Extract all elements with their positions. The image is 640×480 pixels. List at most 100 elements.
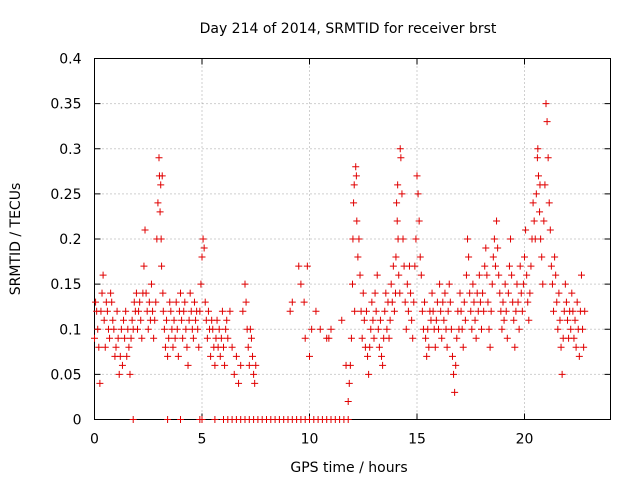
data-point bbox=[408, 316, 416, 324]
data-point bbox=[345, 379, 353, 387]
x-tick-label: 0 bbox=[90, 432, 99, 448]
data-point bbox=[558, 370, 566, 378]
data-point bbox=[401, 298, 409, 306]
data-point bbox=[540, 217, 548, 225]
data-point bbox=[514, 298, 522, 306]
data-point bbox=[362, 307, 370, 315]
data-point bbox=[301, 334, 309, 342]
data-point bbox=[165, 334, 173, 342]
data-point bbox=[541, 181, 549, 189]
data-point bbox=[122, 307, 130, 315]
data-point bbox=[561, 280, 569, 288]
data-point bbox=[550, 307, 558, 315]
data-point bbox=[170, 316, 178, 324]
data-point bbox=[396, 289, 404, 297]
data-point bbox=[352, 163, 360, 171]
data-point bbox=[158, 262, 166, 270]
y-tick-label: 0.3 bbox=[59, 142, 81, 158]
data-point bbox=[198, 416, 206, 423]
data-point bbox=[394, 181, 402, 189]
data-point bbox=[397, 154, 405, 162]
data-point bbox=[542, 100, 550, 108]
data-point bbox=[116, 352, 124, 360]
data-point bbox=[192, 316, 200, 324]
data-point bbox=[472, 334, 480, 342]
data-point bbox=[579, 325, 587, 333]
data-point bbox=[534, 145, 542, 153]
data-point bbox=[136, 298, 144, 306]
data-point bbox=[580, 343, 588, 351]
data-point bbox=[125, 343, 133, 351]
data-point bbox=[432, 316, 440, 324]
data-point bbox=[482, 244, 490, 252]
data-point bbox=[370, 334, 378, 342]
data-point bbox=[164, 352, 172, 360]
data-point bbox=[147, 280, 155, 288]
data-point bbox=[230, 370, 238, 378]
data-point bbox=[523, 271, 531, 279]
data-point bbox=[513, 280, 521, 288]
data-point bbox=[149, 307, 157, 315]
data-point bbox=[475, 271, 483, 279]
data-point bbox=[120, 316, 128, 324]
data-point bbox=[183, 343, 191, 351]
data-point bbox=[551, 253, 559, 261]
data-point bbox=[121, 334, 129, 342]
data-point bbox=[554, 325, 562, 333]
data-point bbox=[135, 307, 143, 315]
data-point bbox=[471, 316, 479, 324]
data-point bbox=[144, 325, 152, 333]
data-point bbox=[350, 199, 358, 207]
data-point bbox=[451, 388, 459, 396]
data-point bbox=[469, 280, 477, 288]
data-point bbox=[220, 343, 227, 351]
data-point bbox=[163, 316, 171, 324]
data-point bbox=[396, 145, 404, 153]
data-point bbox=[530, 217, 538, 225]
data-point bbox=[393, 199, 401, 207]
data-point bbox=[544, 154, 552, 162]
data-point bbox=[295, 262, 303, 270]
data-point bbox=[351, 307, 359, 315]
data-point bbox=[388, 298, 396, 306]
data-point bbox=[346, 361, 354, 369]
data-point bbox=[344, 397, 352, 405]
data-point bbox=[128, 316, 136, 324]
data-point bbox=[382, 289, 390, 297]
data-point bbox=[178, 316, 186, 324]
data-point bbox=[222, 325, 230, 333]
data-point bbox=[435, 325, 442, 333]
data-point bbox=[211, 416, 219, 423]
data-point bbox=[373, 271, 381, 279]
data-point bbox=[113, 307, 121, 315]
data-point bbox=[216, 352, 224, 360]
data-point bbox=[450, 370, 458, 378]
y-axis-label: SRMTID / TECUs bbox=[8, 183, 24, 296]
data-point bbox=[177, 289, 184, 297]
data-point bbox=[460, 298, 468, 306]
data-point bbox=[467, 307, 475, 315]
data-point bbox=[196, 307, 204, 315]
data-point bbox=[389, 262, 397, 270]
data-point bbox=[387, 280, 395, 288]
data-point bbox=[464, 235, 472, 243]
data-point bbox=[423, 352, 431, 360]
data-point bbox=[439, 298, 447, 306]
data-point bbox=[140, 262, 148, 270]
data-point bbox=[138, 334, 146, 342]
data-point bbox=[126, 370, 134, 378]
x-tick-label: 15 bbox=[408, 432, 426, 448]
data-point bbox=[445, 280, 453, 288]
data-point bbox=[402, 325, 410, 333]
data-point bbox=[172, 298, 180, 306]
data-point bbox=[571, 316, 579, 324]
data-point bbox=[548, 280, 556, 288]
data-point bbox=[221, 361, 229, 369]
data-point bbox=[350, 181, 358, 189]
data-points bbox=[91, 100, 589, 423]
data-point bbox=[493, 217, 501, 225]
data-point bbox=[575, 352, 583, 360]
data-point bbox=[437, 307, 445, 315]
data-point bbox=[517, 289, 525, 297]
